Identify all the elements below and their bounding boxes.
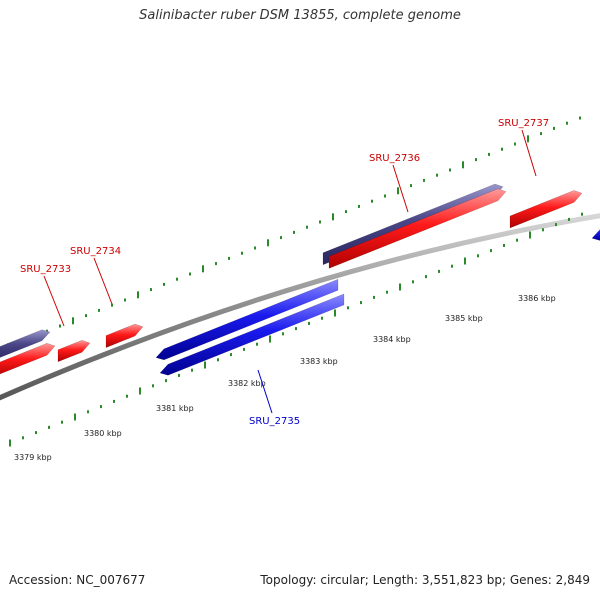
scale-label: 3385 kbp — [445, 314, 483, 323]
gene-arrow-forward — [105, 323, 144, 348]
scale-label: 3384 kbp — [373, 335, 411, 344]
gene-arrow-forward — [328, 188, 507, 269]
scale-label: 3380 kbp — [84, 429, 122, 438]
gene-label: SRU_2734 — [70, 246, 121, 257]
gene-label-leader — [43, 275, 65, 327]
gene-label: SRU_2736 — [369, 153, 420, 164]
scale-label: 3386 kbp — [518, 294, 556, 303]
gene-arrow-forward — [57, 339, 91, 363]
gene-arrow-reverse — [159, 293, 345, 376]
gene-arrow-forward — [509, 190, 583, 229]
gene-arrow-reverse — [155, 278, 339, 361]
cds-feature-bar — [0, 329, 51, 358]
gene-label-leader — [257, 369, 273, 414]
scale-label: 3379 kbp — [14, 453, 52, 462]
genome-summary-text: Topology: circular; Length: 3,551,823 bp… — [260, 573, 590, 587]
accession-text: Accession: NC_007677 — [9, 573, 146, 587]
scale-label: 3381 kbp — [156, 404, 194, 413]
genome-backbone — [0, 213, 600, 401]
gene-arrow-reverse — [591, 229, 600, 241]
gene-label-leader — [392, 164, 409, 213]
gene-label: SRU_2735 — [249, 416, 300, 427]
gene-label-leader — [93, 257, 113, 305]
gene-label: SRU_2733 — [20, 264, 71, 275]
map-title: Salinibacter ruber DSM 13855, complete g… — [139, 8, 461, 23]
gene-arrow-forward — [0, 342, 56, 375]
gene-label: SRU_2737 — [498, 118, 549, 129]
scale-label: 3382 kbp — [228, 379, 266, 388]
scale-label: 3383 kbp — [300, 357, 338, 366]
gene-label-leader — [521, 129, 537, 177]
